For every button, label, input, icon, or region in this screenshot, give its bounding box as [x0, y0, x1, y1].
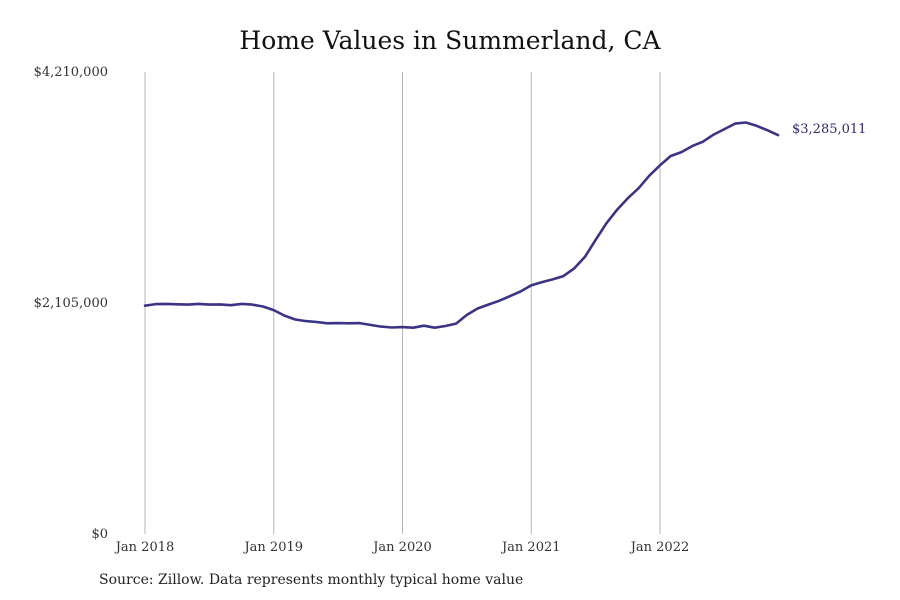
x-tick-label: Jan 2019: [242, 540, 303, 555]
y-tick-label: $0: [91, 527, 108, 542]
x-axis-ticks: Jan 2018 Jan 2019 Jan 2020 Jan 2021 Jan 2022: [114, 540, 690, 555]
grid-layer: [144, 72, 661, 534]
y-tick-label: $2,105,000: [34, 296, 108, 311]
x-tick-label: Jan 2022: [629, 540, 690, 555]
y-tick-label: $4,210,000: [34, 65, 108, 80]
x-tick-label: Jan 2020: [371, 540, 432, 555]
chart-title: Home Values in Summerland, CA: [239, 26, 661, 55]
x-tick-label: Jan 2018: [114, 540, 175, 555]
source-note: Source: Zillow. Data represents monthly …: [99, 572, 524, 588]
y-axis-ticks: $4,210,000 $2,105,000 $0: [34, 65, 108, 542]
home-value-line: [143, 121, 780, 329]
end-value-label: $3,285,011: [792, 122, 866, 137]
x-tick-label: Jan 2021: [500, 540, 561, 555]
